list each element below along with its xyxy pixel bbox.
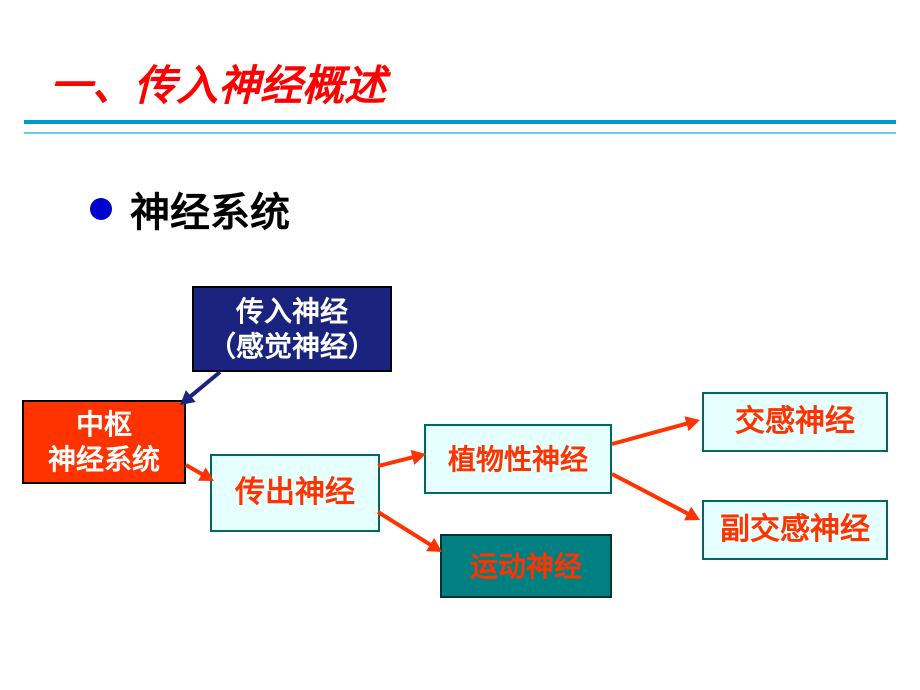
underline-thin [24,132,896,134]
arrow-afferent-to-cns [186,372,220,400]
node-parasympathetic: 副交感神经 [702,500,888,560]
underline-thick [24,120,896,124]
node-sympathetic: 交感神经 [702,392,888,452]
subtitle-text: 神经系统 [130,180,290,238]
arrowhead-auto-to-sympathetic [684,416,700,431]
arrowhead-auto-to-parasymp [684,507,700,521]
node-motor: 运动神经 [440,534,612,598]
arrow-auto-to-parasymp [612,474,693,516]
node-cns: 中枢 神经系统 [22,400,186,484]
arrow-efferent-to-autonomic [378,456,418,466]
node-efferent: 传出神经 [210,454,380,532]
arrow-efferent-to-motor [378,512,435,548]
subtitle-row: 神经系统 [90,180,290,238]
arrow-auto-to-sympathetic [612,422,692,444]
bullet-icon [90,198,112,220]
section-title: 一、传入神经概述 [50,52,386,113]
node-autonomic: 植物性神经 [424,424,612,494]
node-afferent: 传入神经 （感觉神经） [192,286,392,372]
arrow-cns-to-efferent [186,465,207,477]
